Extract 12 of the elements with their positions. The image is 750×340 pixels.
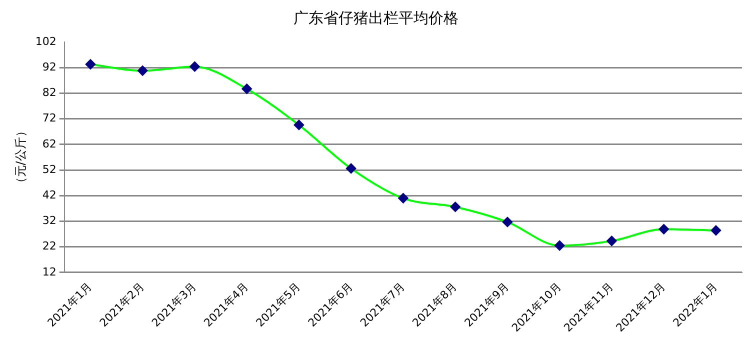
y-tick-label: 82 <box>42 86 56 100</box>
y-tick-label: 92 <box>42 60 56 74</box>
y-axis-title: （元/公斤） <box>13 125 28 190</box>
y-tick-label: 32 <box>42 214 56 228</box>
y-tick-label: 102 <box>35 34 56 48</box>
y-tick-label: 62 <box>42 137 56 150</box>
y-tick-label: 22 <box>42 240 56 253</box>
y-tick-label: 12 <box>42 265 56 278</box>
y-tick-label: 52 <box>42 162 56 176</box>
y-tick-label: 42 <box>42 188 56 202</box>
chart-title: 广东省仔猪出栏平均价格 <box>294 8 458 27</box>
y-tick-label: 72 <box>42 112 56 125</box>
